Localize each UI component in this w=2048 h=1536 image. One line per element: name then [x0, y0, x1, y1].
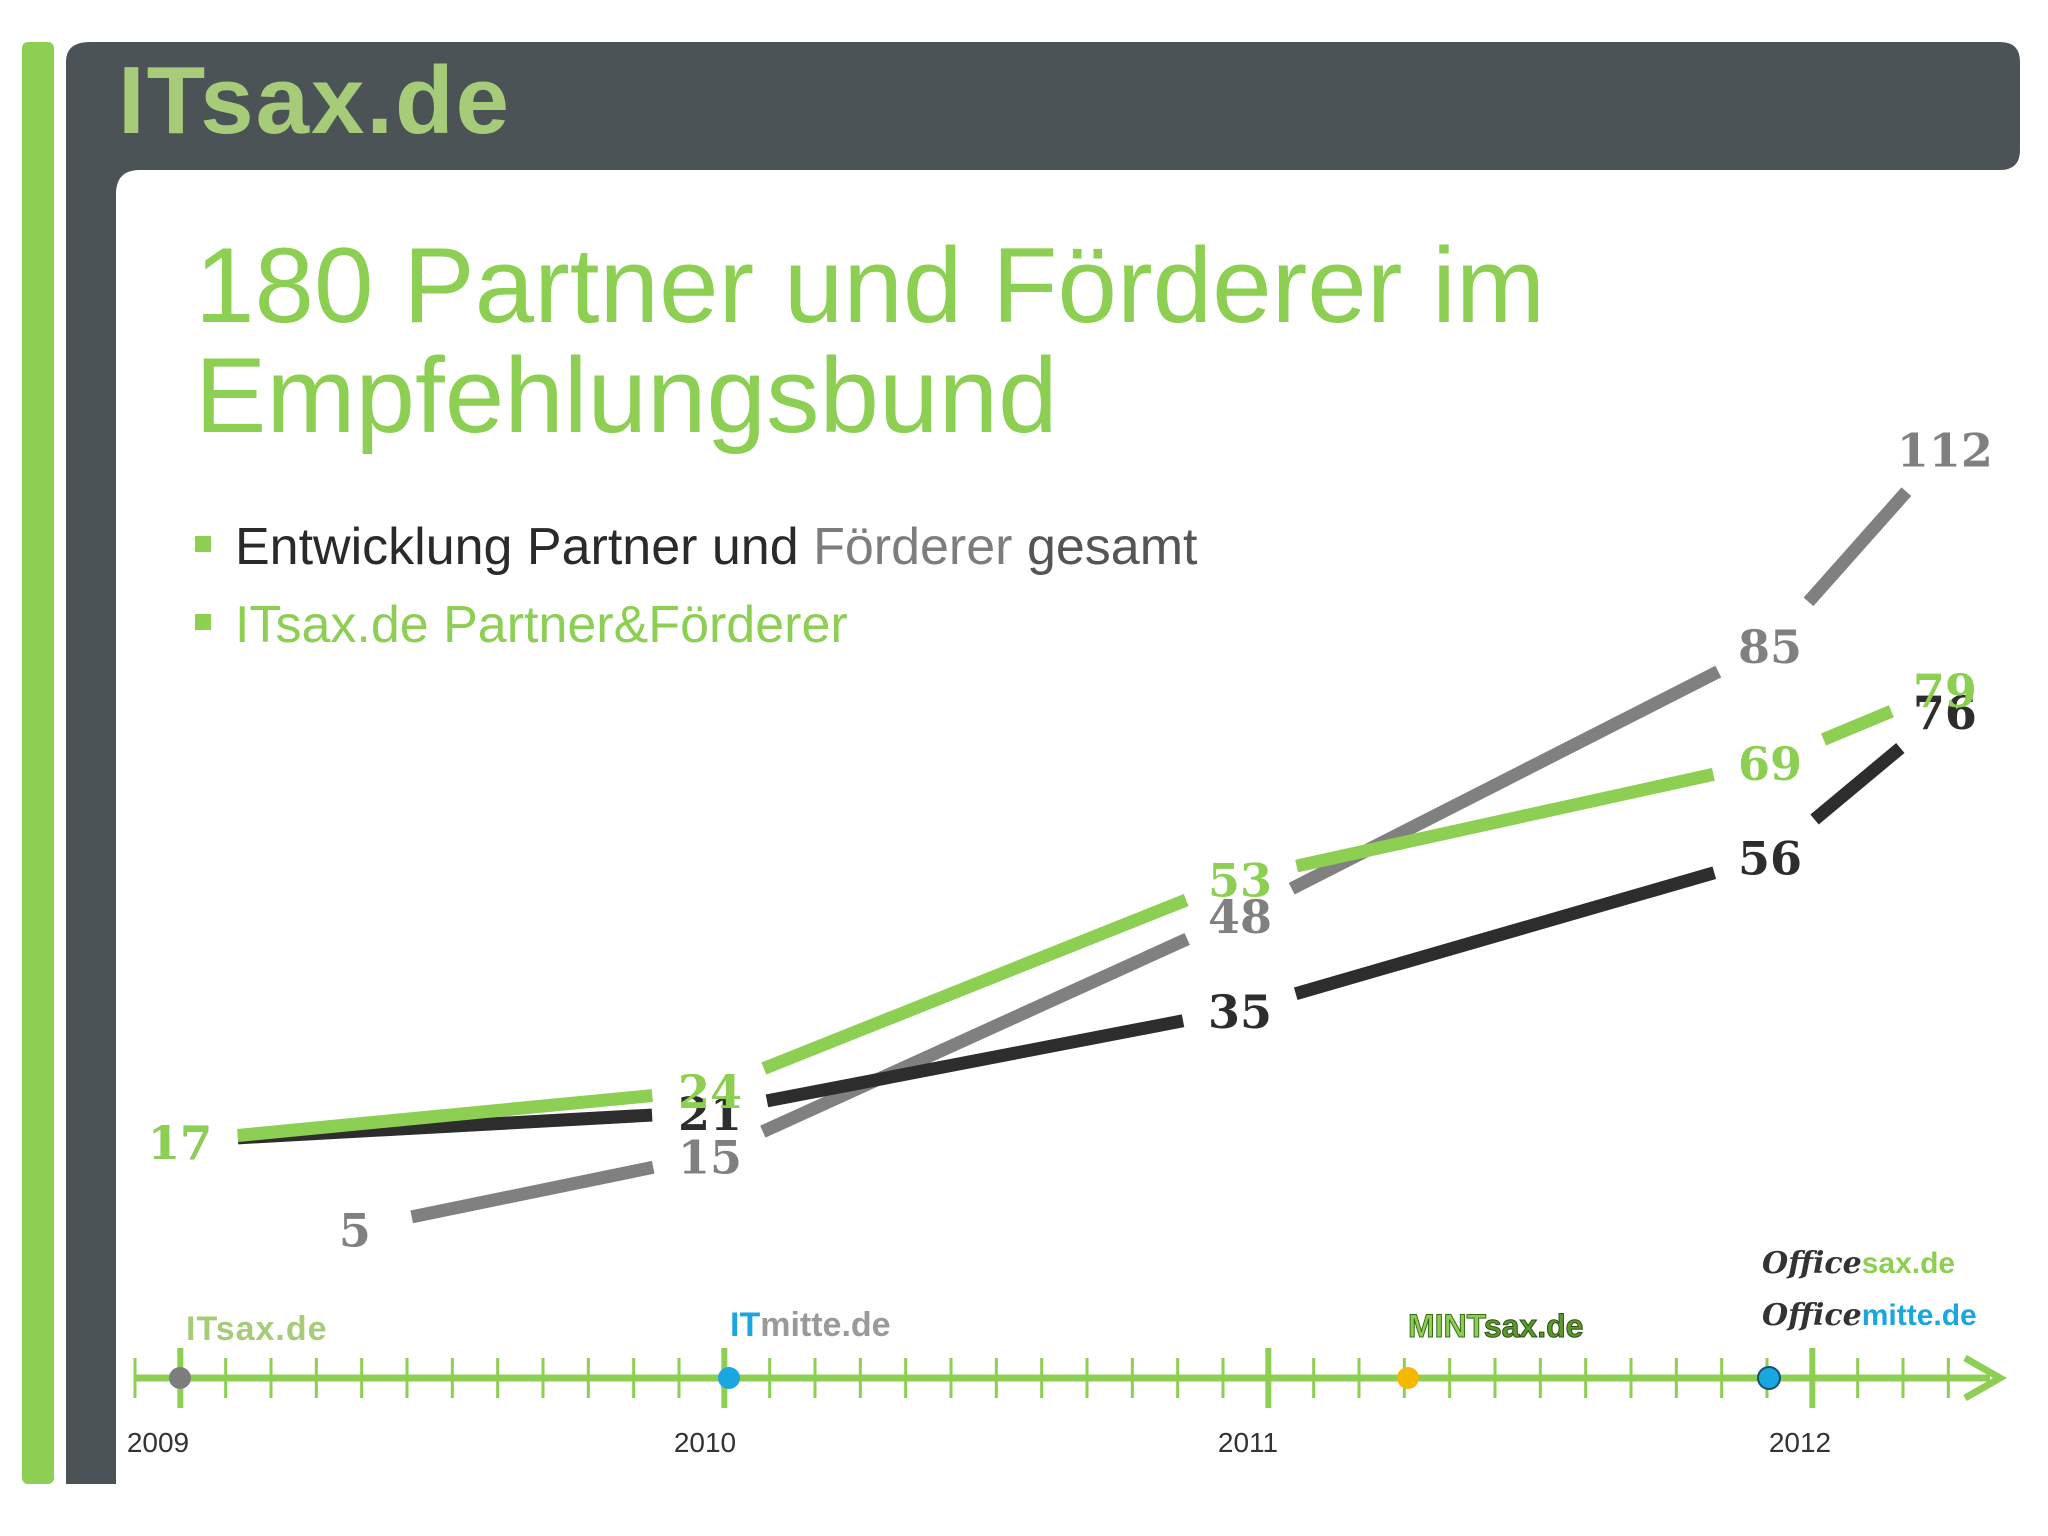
slide-title: 180 Partner und Förderer im Empfehlungsb…	[195, 225, 1546, 455]
milestone-dot	[1757, 1366, 1781, 1390]
series-2-segment	[1295, 767, 1715, 873]
bullet-square	[195, 614, 211, 630]
data-label: 17	[148, 1116, 212, 1170]
logo-officesax-rest: sax.de	[1861, 1247, 1956, 1280]
data-label: 48	[1208, 890, 1272, 944]
header-logo-text: ITsax.de	[118, 47, 512, 154]
bullet-square	[195, 536, 211, 552]
timeline: 2009 2010 2011 2012	[127, 1348, 2008, 1458]
data-label: 24	[678, 1065, 742, 1119]
legend-item-total: Entwicklung Partner und Förderer gesamt	[195, 508, 1197, 586]
series-1-segment	[1810, 742, 1905, 825]
data-label: 15	[678, 1131, 742, 1185]
year-label-2009: 2009	[127, 1427, 189, 1458]
series-1-segment	[765, 1014, 1185, 1108]
series-0-segment	[760, 933, 1190, 1138]
logo-officemitte: Officemitte.de	[1762, 1298, 1977, 1333]
logo-itmitte-rest: mitte.de	[760, 1306, 891, 1344]
data-label: 69	[1738, 737, 1802, 791]
timeline-arrow	[1963, 1354, 2008, 1402]
logo-itsax: ITsax.de	[186, 1310, 328, 1349]
logo-itsax-text: ITsax.de	[186, 1310, 328, 1348]
logo-mintsax-rest: sax.de	[1483, 1308, 1584, 1345]
series-2-segment	[1821, 705, 1894, 746]
data-label: 79	[1913, 664, 1977, 718]
left-green-bar	[22, 42, 54, 1484]
logo-itmitte-it: IT	[730, 1306, 761, 1344]
legend-text-itsax: ITsax.de Partner&Förderer	[235, 596, 848, 654]
legend-item-itsax: ITsax.de Partner&Förderer	[195, 586, 1197, 664]
series-0: 5 15 48 85 112	[339, 423, 1993, 1257]
header-logo: ITsax.de	[118, 46, 511, 156]
series-2: 17 24 53 69 79	[148, 664, 1977, 1170]
legend-text-gesamt: gesamt	[1012, 518, 1198, 576]
legend-text-foerderer: Förderer	[813, 518, 1013, 576]
series-2-segment	[237, 1089, 653, 1142]
legend-text-partner: Entwicklung Partner und	[235, 518, 814, 576]
series-1: 17 21 35 56 76	[148, 686, 1977, 1170]
series-0-segment	[410, 1160, 655, 1224]
logo-itmitte: ITmitte.de	[730, 1306, 891, 1345]
year-label-2012: 2012	[1769, 1427, 1831, 1458]
logo-mintsax-mint: MINT	[1408, 1308, 1485, 1345]
year-label-2011: 2011	[1218, 1427, 1278, 1458]
data-label: 76	[1913, 686, 1977, 740]
milestone-dot	[1397, 1367, 1419, 1389]
data-label: 56	[1738, 832, 1802, 886]
logo-officesax-office: Office	[1762, 1246, 1862, 1281]
logo-mintsax: MINTsax.de	[1408, 1308, 1584, 1345]
data-label: 53	[1208, 854, 1272, 908]
logo-officemitte-rest: mitte.de	[1861, 1299, 1977, 1332]
data-label: 35	[1208, 985, 1272, 1039]
milestone-dot	[718, 1367, 740, 1389]
logo-officemitte-office: Office	[1762, 1298, 1862, 1333]
series-2-segment	[761, 893, 1189, 1075]
series-0-segment	[1803, 487, 1912, 607]
year-label-2010: 2010	[674, 1427, 736, 1458]
data-label: 21	[678, 1087, 742, 1141]
logo-officesax: Officesax.de	[1762, 1246, 1955, 1281]
milestone-dot	[169, 1367, 191, 1389]
data-label: 5	[339, 1204, 371, 1258]
data-label: 17	[148, 1116, 212, 1170]
data-label: 112	[1897, 423, 1993, 477]
legend: Entwicklung Partner und Förderer gesamt …	[195, 508, 1197, 664]
data-label: 85	[1738, 620, 1802, 674]
series-1-segment	[1293, 866, 1717, 1000]
